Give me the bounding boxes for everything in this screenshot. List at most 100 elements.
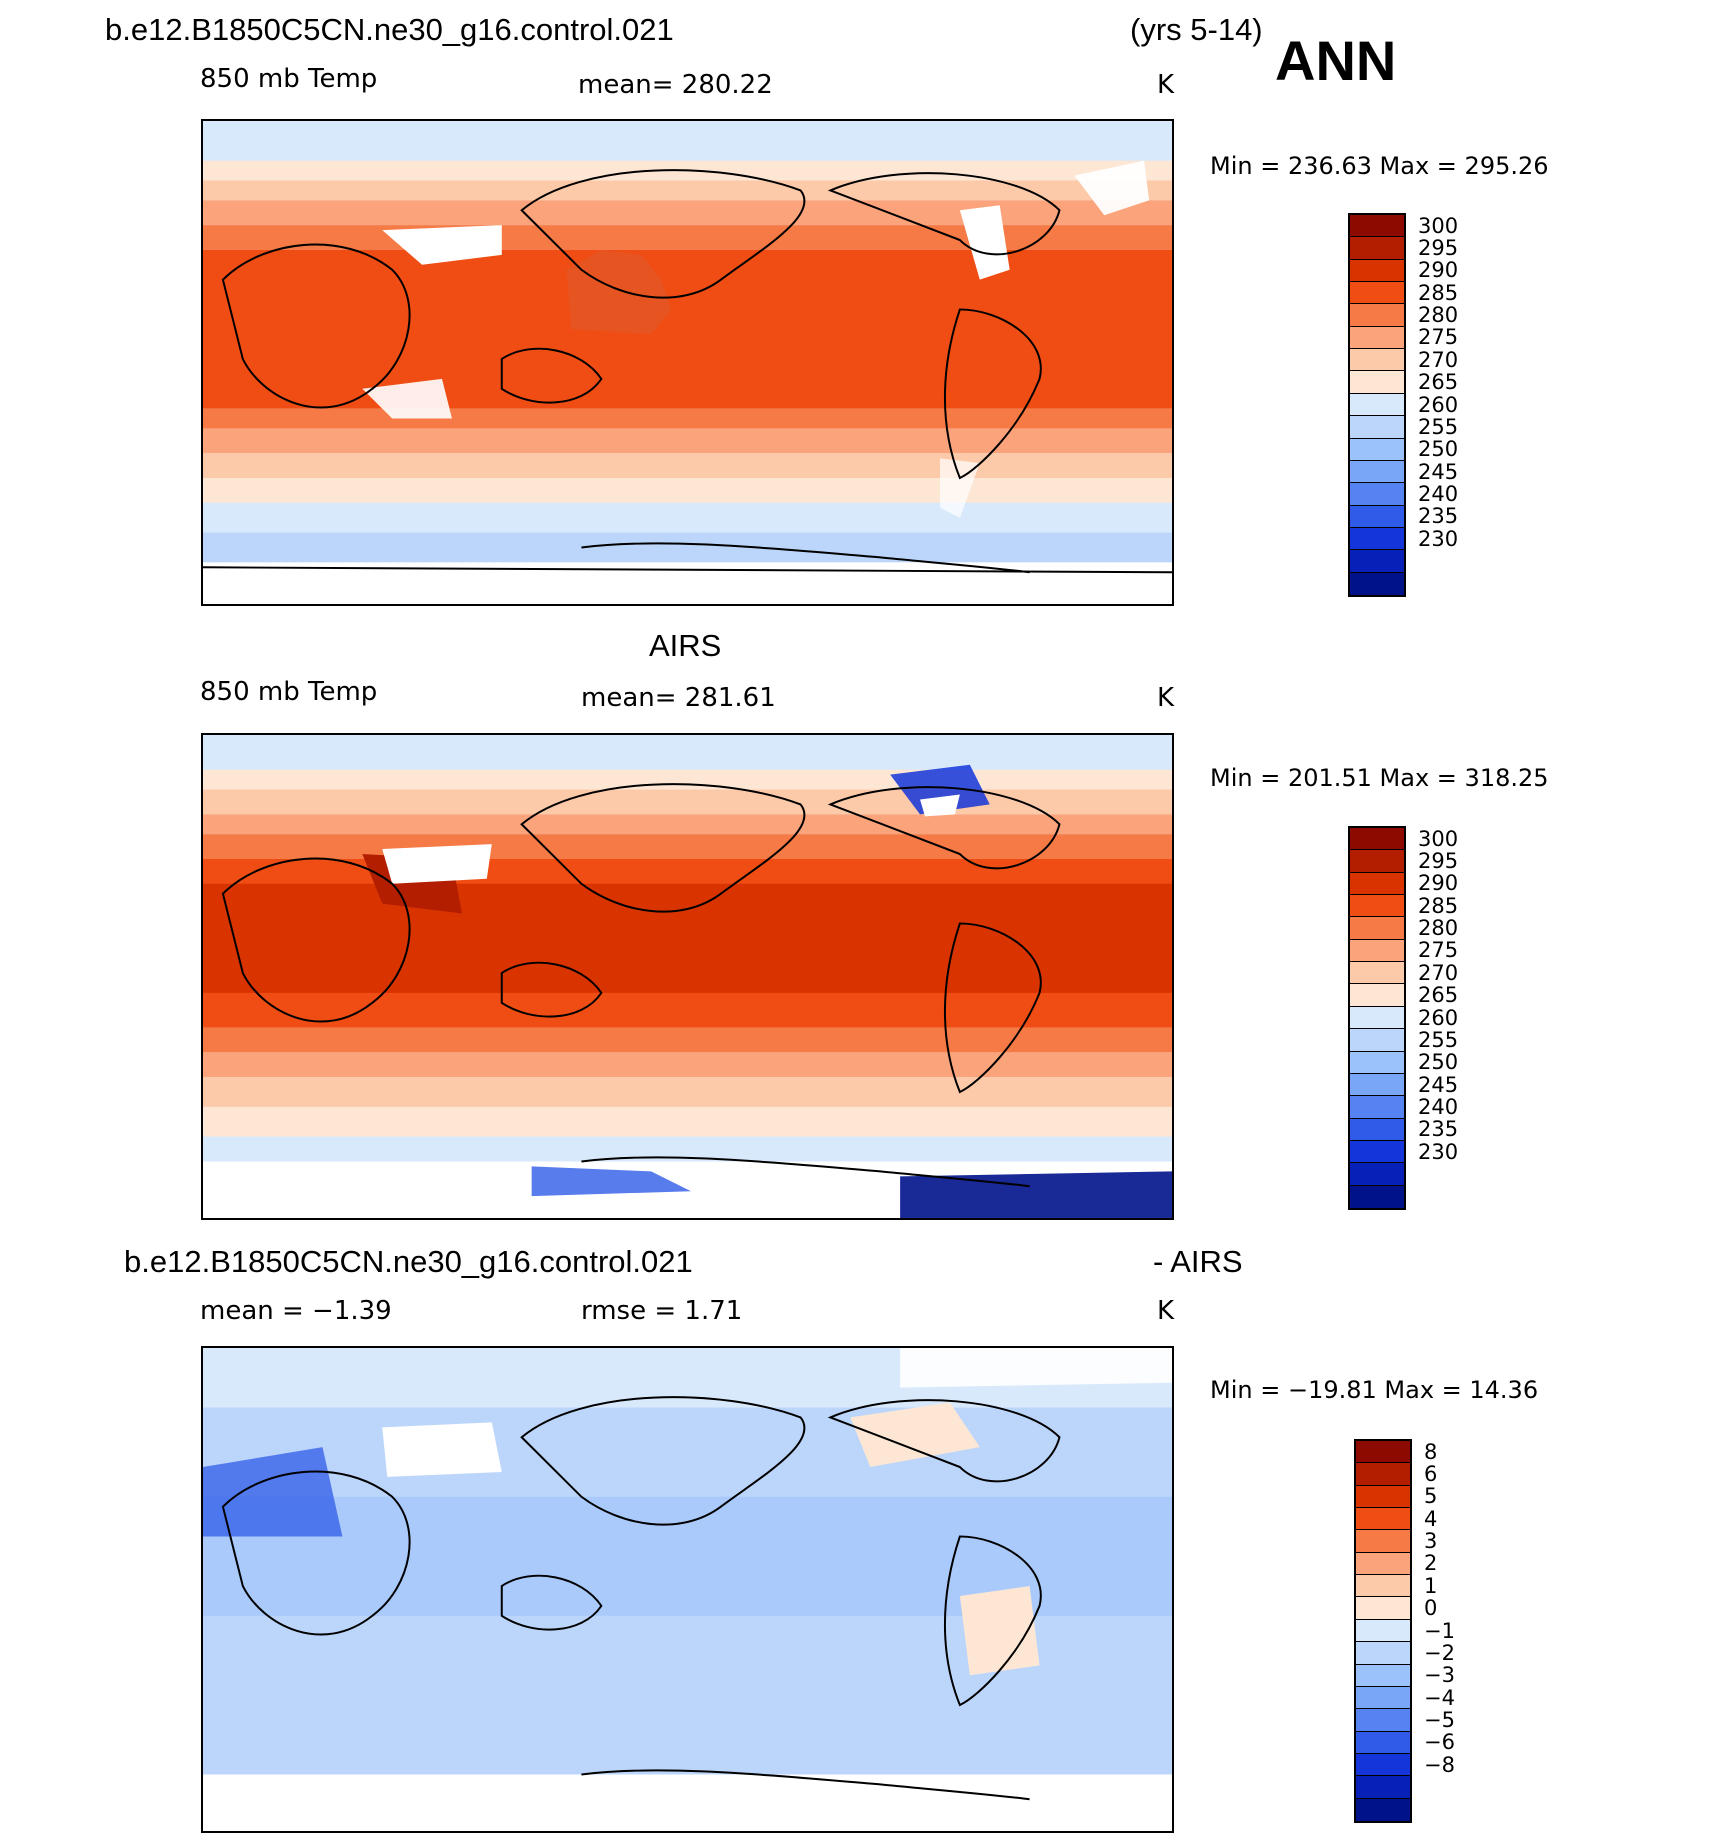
colorbar-swatch [1350, 438, 1404, 461]
colorbar-level-label: −5 [1424, 1707, 1455, 1732]
colorbar-level-label: 235 [1418, 504, 1459, 529]
colorbar-level-label: 295 [1418, 849, 1459, 874]
colorbar-swatch [1356, 1463, 1410, 1486]
colorbar-swatch [1350, 1073, 1404, 1097]
colorbar-swatch [1356, 1530, 1410, 1553]
colorbar-swatch [1350, 259, 1404, 283]
colorbar-swatch [1350, 917, 1404, 940]
colorbar-swatch [1356, 1485, 1410, 1509]
colorbar-swatch [1350, 962, 1404, 985]
colorbar-swatch [1350, 393, 1404, 417]
colorbar-level-label: 255 [1418, 1027, 1459, 1052]
colorbar-swatch [1350, 460, 1404, 484]
colorbar-level-label: 255 [1418, 414, 1459, 439]
colorbar-swatch [1356, 1731, 1410, 1754]
colorbar-swatch [1350, 483, 1404, 506]
colorbar-swatch [1350, 1118, 1404, 1141]
colorbar-swatch [1356, 1709, 1410, 1732]
years-label: (yrs 5-14) [1130, 12, 1263, 47]
colorbar-level-label: 4 [1424, 1506, 1438, 1531]
panel3-rmse: rmse = 1.71 [581, 1296, 743, 1326]
colorbar-swatch [1350, 349, 1404, 372]
colorbar-swatch [1350, 505, 1404, 528]
colorbar-swatch [1356, 1776, 1410, 1799]
colorbar-level-label: −3 [1424, 1663, 1455, 1688]
colorbar-swatch [1350, 850, 1404, 873]
panel3-minmax: Min = −19.81 Max = 14.36 [1210, 1376, 1539, 1404]
panel2-mean: mean= 281.61 [581, 683, 776, 713]
colorbar-swatch [1350, 1029, 1404, 1052]
panel3-title: b.e12.B1850C5CN.ne30_g16.control.021 [124, 1244, 693, 1279]
panel1-mean: mean= 280.22 [578, 70, 773, 100]
colorbar-swatch [1356, 1664, 1410, 1687]
colorbar-level-label: 0 [1424, 1596, 1438, 1621]
colorbar-swatch [1350, 326, 1404, 350]
colorbar-level-label: 235 [1418, 1117, 1459, 1142]
panel2-variable: 850 mb Temp [200, 677, 378, 707]
colorbar-swatch [1356, 1686, 1410, 1710]
panel3-title-right: - AIRS [1153, 1244, 1243, 1279]
colorbar-level-label: 270 [1418, 960, 1459, 985]
colorbar-swatch [1350, 282, 1404, 305]
colorbar-level-label: 8 [1424, 1439, 1438, 1464]
colorbar-swatch [1356, 1642, 1410, 1665]
season-label: ANN [1275, 29, 1397, 92]
colorbar-swatch [1356, 1552, 1410, 1576]
colorbar-swatch [1350, 572, 1404, 595]
panel2-units: K [1157, 683, 1175, 713]
colorbar-swatch [1350, 895, 1404, 918]
panel1-colorbar [1348, 213, 1406, 597]
airs-temperature-map [201, 733, 1174, 1220]
panel3-mean: mean = −1.39 [200, 1296, 392, 1326]
colorbar-level-label: 260 [1418, 1005, 1459, 1030]
colorbar-swatch [1356, 1619, 1410, 1643]
colorbar-swatch [1356, 1597, 1410, 1620]
colorbar-level-label: −8 [1424, 1752, 1455, 1777]
colorbar-level-label: 5 [1424, 1484, 1438, 1509]
colorbar-swatch [1350, 1163, 1404, 1186]
colorbar-level-label: 240 [1418, 1094, 1459, 1119]
panel3-units: K [1157, 1296, 1175, 1326]
colorbar-swatch [1356, 1575, 1410, 1598]
colorbar-level-label: −2 [1424, 1640, 1455, 1665]
colorbar-level-label: −1 [1424, 1618, 1455, 1643]
colorbar-swatch [1350, 550, 1404, 573]
colorbar-swatch [1356, 1753, 1410, 1777]
colorbar-level-label: −6 [1424, 1730, 1455, 1755]
colorbar-level-label: 285 [1418, 893, 1459, 918]
colorbar-level-label: 1 [1424, 1573, 1438, 1598]
colorbar-swatch [1350, 1006, 1404, 1030]
panel1-minmax: Min = 236.63 Max = 295.26 [1210, 152, 1549, 180]
colorbar-swatch [1356, 1441, 1410, 1464]
colorbar-swatch [1350, 872, 1404, 896]
colorbar-level-label: 245 [1418, 1072, 1459, 1097]
colorbar-level-label: 265 [1418, 370, 1459, 395]
panel2-minmax: Min = 201.51 Max = 318.25 [1210, 764, 1549, 792]
colorbar-swatch [1350, 1096, 1404, 1119]
colorbar-swatch [1350, 371, 1404, 394]
difference-map [201, 1346, 1174, 1833]
panel2-colorbar [1348, 826, 1406, 1210]
colorbar-level-label: 285 [1418, 280, 1459, 305]
colorbar-level-label: 290 [1418, 258, 1459, 283]
colorbar-swatch [1350, 416, 1404, 439]
colorbar-swatch [1350, 1185, 1404, 1208]
colorbar-level-label: 275 [1418, 938, 1459, 963]
colorbar-level-label: 275 [1418, 325, 1459, 350]
colorbar-level-label: 295 [1418, 236, 1459, 261]
colorbar-level-label: 300 [1418, 826, 1459, 851]
model-temperature-map [201, 119, 1174, 606]
panel2-title: AIRS [649, 628, 722, 663]
colorbar-level-label: 245 [1418, 459, 1459, 484]
colorbar-level-label: 3 [1424, 1529, 1438, 1554]
colorbar-swatch [1350, 304, 1404, 327]
colorbar-level-label: 240 [1418, 481, 1459, 506]
colorbar-swatch [1356, 1508, 1410, 1531]
colorbar-level-label: 280 [1418, 916, 1459, 941]
colorbar-swatch [1350, 1140, 1404, 1164]
panel3-colorbar [1354, 1439, 1412, 1823]
colorbar-level-label: 2 [1424, 1551, 1438, 1576]
colorbar-level-label: 280 [1418, 303, 1459, 328]
colorbar-swatch [1350, 939, 1404, 963]
colorbar-swatch [1350, 527, 1404, 551]
